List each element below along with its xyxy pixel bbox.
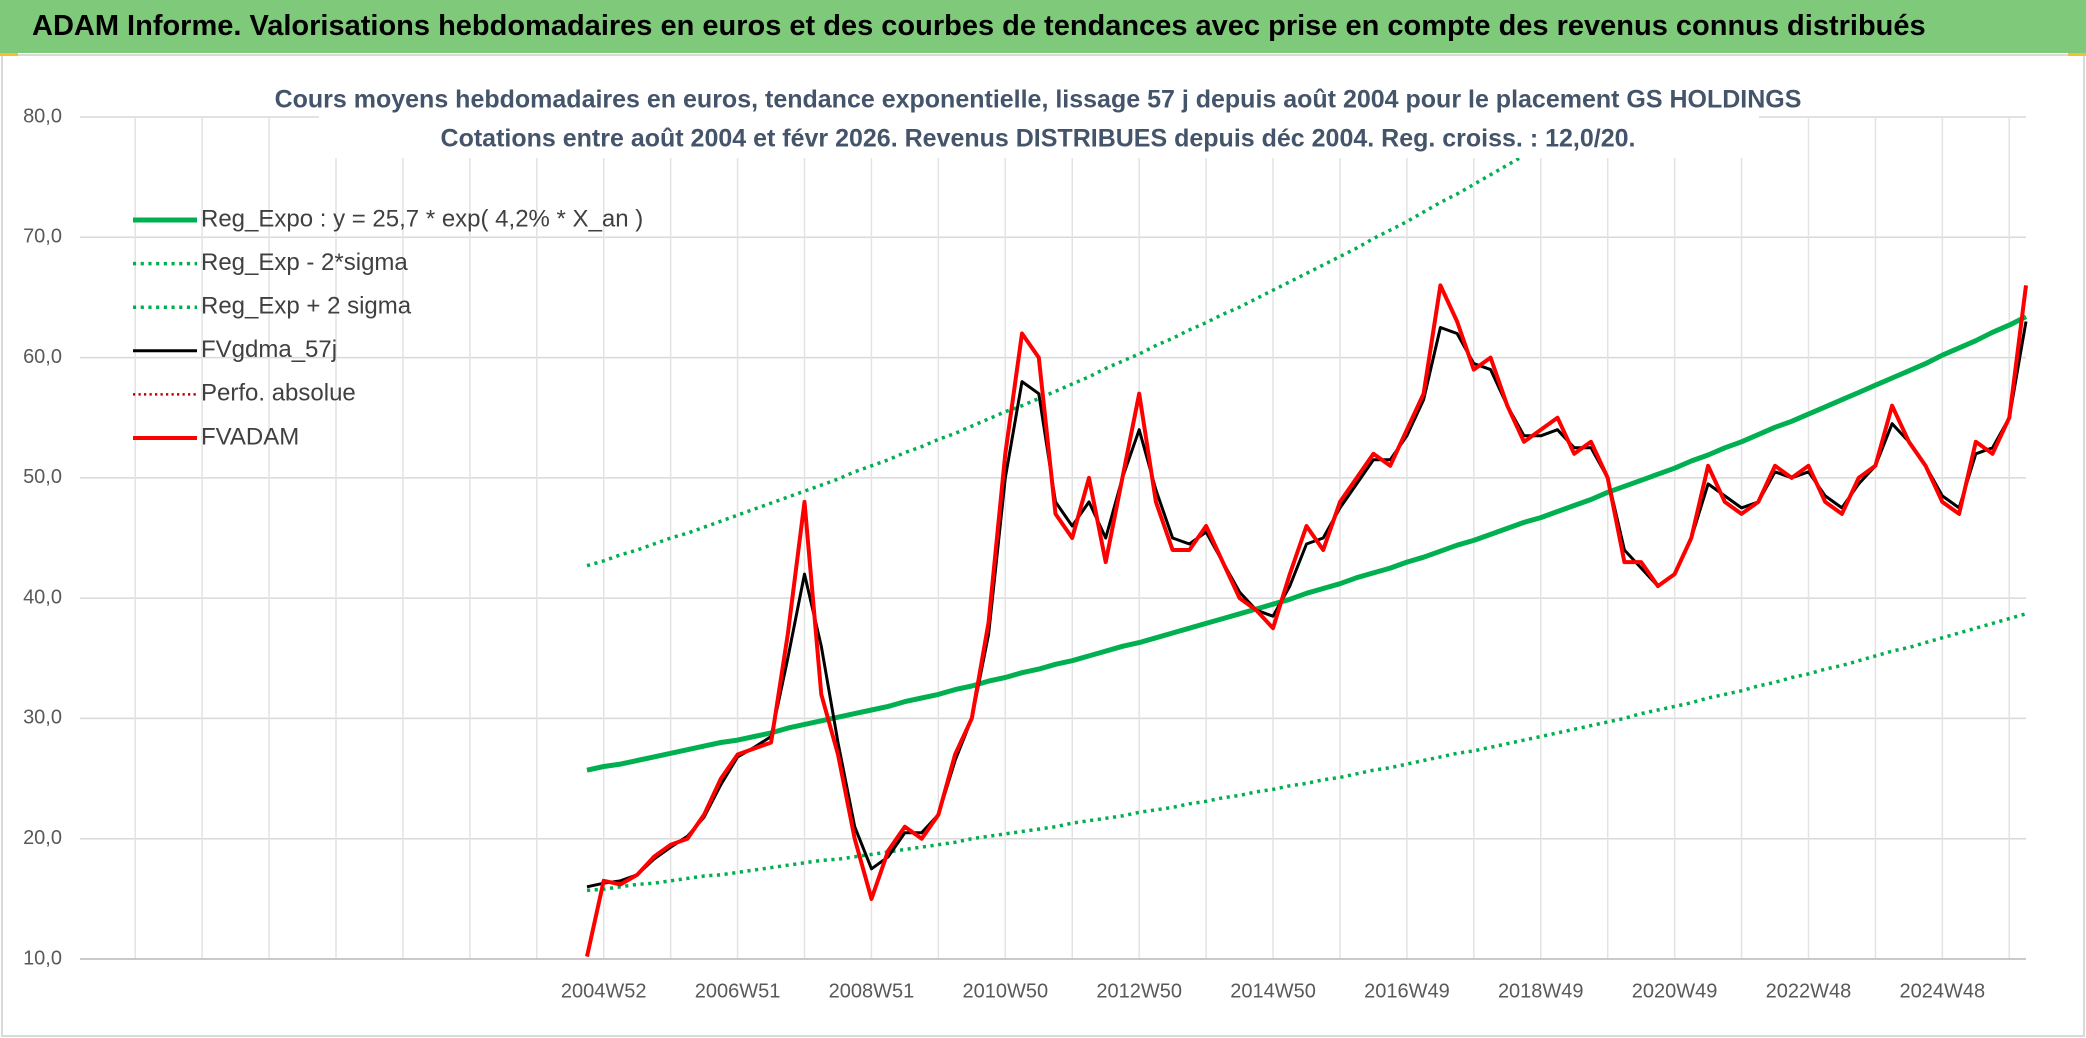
series-line: [586, 115, 1596, 568]
legend: Reg_Expo : y = 25,7 * exp( 4,2% * X_an )…: [133, 205, 643, 450]
header-title: ADAM Informe. Valorisations hebdomadaire…: [0, 0, 2086, 53]
chart-title: Cours moyens hebdomadaires en euros, ten…: [275, 86, 1802, 114]
x-tick-label: 2024W48: [1900, 980, 1986, 1002]
legend-label: FVADAM: [201, 423, 299, 450]
y-tick-label: 30,0: [23, 707, 62, 729]
y-tick-label: 10,0: [23, 947, 62, 969]
series-line: [586, 612, 2027, 893]
x-tick-label: 2018W49: [1498, 980, 1584, 1002]
y-tick-label: 70,0: [23, 226, 62, 248]
x-tick-label: 2016W49: [1364, 980, 1450, 1002]
y-tick-label: 60,0: [23, 346, 62, 368]
x-tick-label: 2022W48: [1766, 980, 1852, 1002]
legend-label: FVgdma_57j: [201, 336, 337, 363]
title-box: [319, 80, 1759, 158]
x-tick-label: 2004W52: [561, 980, 647, 1002]
chart-frame: [1, 54, 2085, 1037]
legend-label: Reg_Exp + 2 sigma: [201, 293, 412, 320]
x-tick-label: 2014W50: [1230, 980, 1316, 1002]
x-tick-label: 2020W49: [1632, 980, 1718, 1002]
plot-area: [585, 115, 2028, 958]
legend-label: Reg_Exp - 2*sigma: [201, 249, 408, 276]
y-tick-label: 50,0: [23, 466, 62, 488]
series-line: [585, 283, 2028, 958]
y-tick-label: 80,0: [23, 105, 62, 127]
x-tick-label: 2010W50: [963, 980, 1049, 1002]
legend-label: Perfo. absolue: [201, 380, 356, 407]
legend-label: Reg_Expo : y = 25,7 * exp( 4,2% * X_an ): [201, 205, 643, 232]
chart-subtitle: Cotations entre août 2004 et févr 2026. …: [441, 125, 1636, 153]
x-tick-label: 2006W51: [695, 980, 781, 1002]
y-tick-label: 40,0: [23, 586, 62, 608]
x-tick-label: 2008W51: [829, 980, 915, 1002]
y-tick-label: 20,0: [23, 827, 62, 849]
grid: 10,0 20,0 30,0 40,0 50,0 60,0 70,0 80,0 2004W52 2…: [23, 105, 2026, 1002]
x-tick-label: 2012W50: [1096, 980, 1182, 1002]
